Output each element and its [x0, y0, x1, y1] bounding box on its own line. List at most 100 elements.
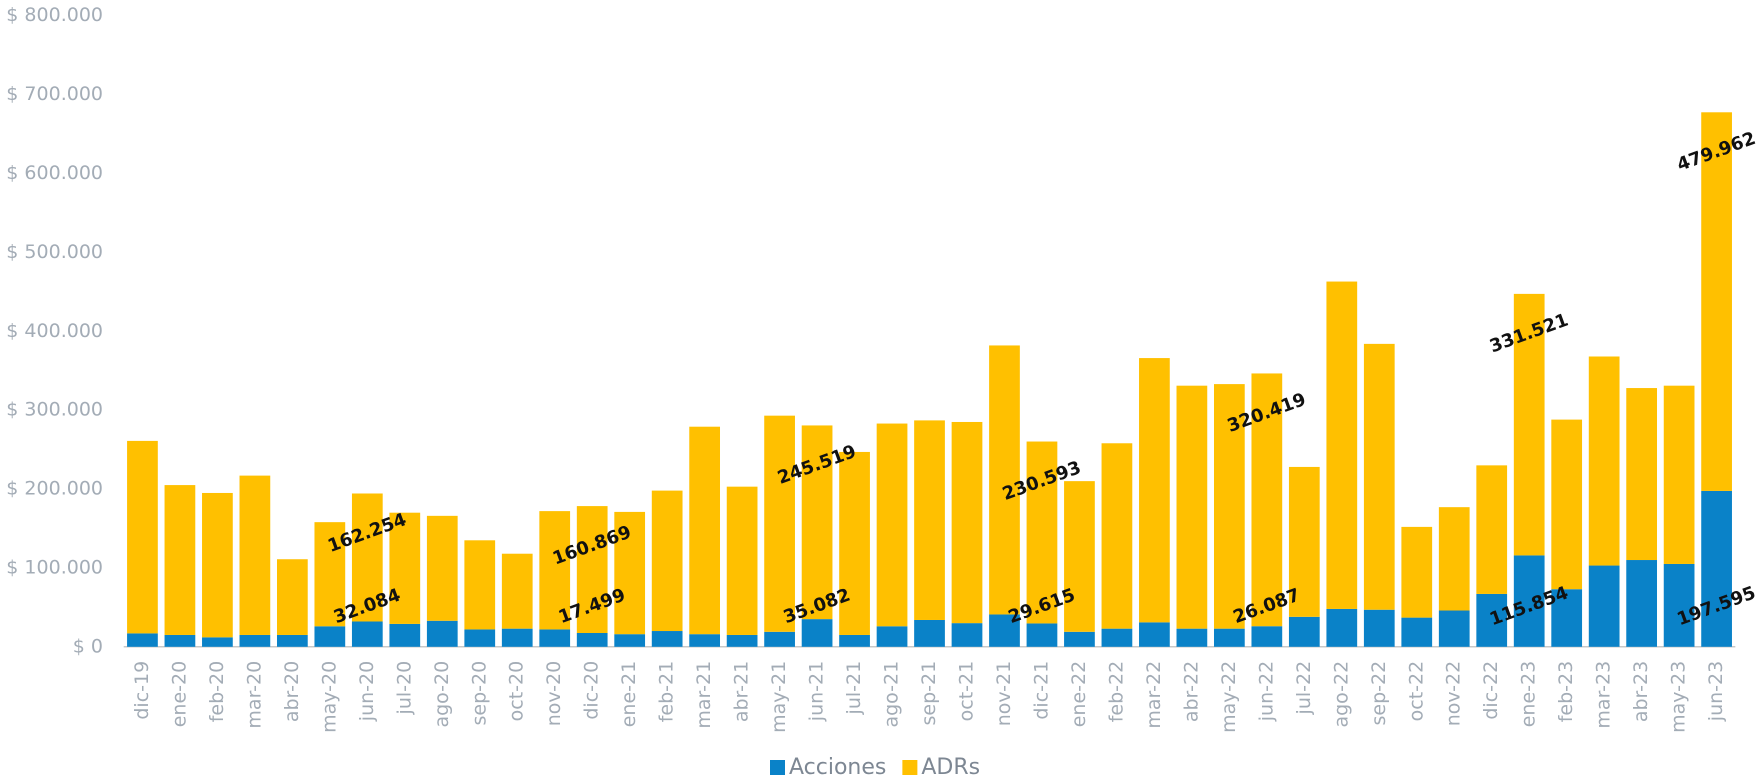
bar-segment: [127, 633, 158, 647]
bar-segment: [876, 423, 908, 627]
bar-segment: [464, 540, 496, 630]
bar-segment: [576, 632, 608, 647]
bar-segment: [1064, 631, 1095, 647]
x-tick-label: may-22: [1218, 661, 1240, 733]
x-tick-label: jun-20: [356, 661, 378, 722]
x-tick-label: nov-20: [543, 661, 565, 726]
bar-segment: [1176, 385, 1208, 629]
y-tick-label: $ 300.000: [6, 399, 103, 421]
bar-segment: [764, 631, 795, 647]
bar-segment: [1363, 343, 1395, 610]
x-tick-label: dic-22: [1480, 661, 1502, 720]
bar-segment: [314, 522, 346, 627]
x-tick-label: sep-20: [468, 661, 490, 726]
bar-segment: [539, 629, 571, 647]
x-tick-label: may-21: [768, 661, 790, 733]
bar-segment: [1663, 385, 1695, 564]
x-tick-label: ago-20: [431, 661, 453, 728]
bar-segment: [576, 506, 608, 633]
x-tick-label: ene-21: [618, 661, 640, 727]
bar-segment: [914, 420, 945, 620]
bar-segment: [239, 634, 271, 647]
x-tick-label: nov-22: [1443, 661, 1465, 726]
y-tick-label: $ 700.000: [6, 83, 103, 105]
bar-segment: [951, 623, 983, 647]
legend-label: Acciones: [789, 755, 886, 779]
bar-segment: [914, 619, 945, 647]
bar-segment: [689, 634, 721, 647]
bar-segment: [1588, 565, 1620, 647]
bar-segment: [539, 511, 571, 630]
y-tick-label: $ 600.000: [6, 162, 103, 184]
x-tick-label: abr-21: [731, 661, 753, 722]
bar-segment: [1401, 526, 1433, 618]
legend-label: ADRs: [921, 755, 980, 779]
x-tick-label: jun-22: [1255, 661, 1277, 722]
legend-swatch: [902, 760, 918, 775]
x-tick-label: feb-21: [656, 661, 678, 722]
bar-segment: [764, 415, 795, 632]
bar-segment: [164, 485, 196, 635]
y-tick-label: $ 500.000: [6, 241, 103, 263]
x-tick-label: sep-21: [918, 661, 940, 726]
bar-segment: [614, 634, 646, 647]
x-tick-label: oct-20: [506, 661, 528, 722]
bar-segment: [276, 634, 308, 647]
bar-segment: [351, 493, 383, 622]
x-tick-label: ago-21: [881, 661, 903, 728]
bar-segment: [614, 511, 646, 635]
x-tick-label: jun-23: [1705, 661, 1727, 722]
x-tick-label: ago-22: [1330, 661, 1352, 728]
bar-segment: [1438, 507, 1470, 611]
x-tick-label: mar-21: [693, 661, 715, 729]
x-tick-label: abr-23: [1630, 661, 1652, 722]
bar-segment: [839, 634, 870, 647]
bar-segment: [651, 490, 683, 632]
y-tick-label: $ 400.000: [6, 320, 103, 342]
bar-segment: [1513, 293, 1545, 556]
x-tick-label: feb-22: [1105, 661, 1127, 722]
x-tick-label: oct-21: [956, 661, 978, 722]
bar-segment: [1213, 628, 1245, 647]
bar-segment: [1139, 358, 1170, 623]
x-tick-label: mar-23: [1593, 661, 1615, 729]
x-tick-label: sep-22: [1368, 661, 1390, 726]
bar-segment: [1288, 466, 1320, 617]
x-tick-label: feb-23: [1555, 661, 1577, 722]
x-tick-label: dic-20: [581, 661, 603, 720]
bar-segment: [1101, 443, 1133, 629]
x-tick-label: mar-22: [1143, 661, 1165, 729]
bar-segment: [1026, 623, 1058, 647]
bar-segment: [951, 421, 983, 624]
bar-segment: [839, 451, 870, 635]
bar-segment: [1401, 617, 1433, 647]
y-tick-label: $ 800.000: [6, 4, 103, 26]
bar-segment: [239, 475, 271, 635]
bar-segment: [464, 629, 496, 647]
x-tick-label: dic-19: [131, 661, 153, 720]
bar-segment: [202, 492, 233, 638]
bar-segment: [1026, 441, 1058, 624]
bar-segment: [426, 515, 458, 621]
bar-segment: [501, 628, 533, 647]
bar-segment: [276, 559, 308, 635]
bar-segment: [1513, 555, 1545, 647]
bar-segment: [1139, 622, 1170, 647]
bar-segment: [426, 620, 458, 647]
bar-segment: [651, 631, 683, 647]
x-tick-label: ene-20: [168, 661, 190, 727]
bar-segment: [1626, 560, 1658, 647]
x-tick-label: may-23: [1668, 661, 1690, 733]
y-tick-label: $ 0: [73, 635, 103, 657]
x-tick-label: jun-21: [806, 661, 828, 722]
bar-segment: [726, 486, 758, 635]
bar-segment: [1064, 481, 1095, 632]
bar-segment: [1176, 628, 1208, 647]
bar-segment: [1626, 388, 1658, 561]
bar-segment: [501, 553, 533, 629]
legend-swatch: [770, 760, 785, 775]
bar-segment: [314, 626, 346, 647]
y-tick-label: $ 100.000: [6, 556, 103, 578]
bar-segment: [1101, 628, 1133, 647]
